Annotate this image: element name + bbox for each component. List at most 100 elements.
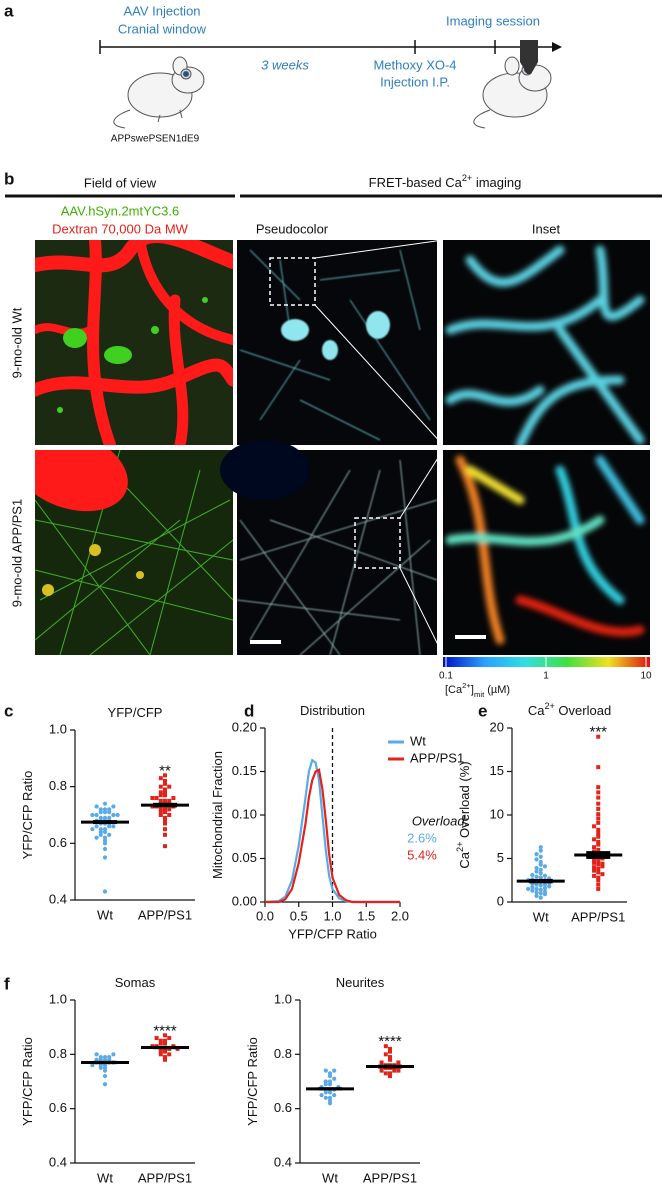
data-point — [596, 878, 601, 883]
data-point — [150, 796, 155, 800]
legend-label: APP/PS1 — [410, 750, 464, 765]
x-axis-label: YFP/CFP Ratio — [288, 926, 377, 941]
data-point — [538, 867, 543, 872]
data-point — [383, 1052, 388, 1057]
colorbar-tick-label: 10 — [640, 671, 652, 682]
timeline — [99, 40, 562, 54]
data-point — [94, 1052, 99, 1057]
x-tick-label: APP/PS1 — [138, 907, 192, 922]
y-tick-label: 0.6 — [49, 835, 67, 850]
data-point — [534, 857, 539, 862]
data-point — [538, 845, 543, 850]
significance: **** — [153, 1022, 177, 1039]
data-point — [98, 807, 103, 812]
data-point — [379, 1068, 384, 1073]
data-point — [534, 865, 539, 871]
data-point — [167, 1036, 172, 1041]
data-point — [163, 1057, 167, 1062]
data-point — [596, 816, 601, 821]
data-point — [332, 1092, 337, 1098]
y-axis-label: YFP/CFP Ratio — [245, 1037, 260, 1126]
data-point — [530, 872, 535, 878]
data-point — [327, 1095, 333, 1100]
data-point — [538, 891, 543, 896]
mouse-icon — [473, 56, 552, 129]
data-point — [596, 834, 601, 839]
data-point — [332, 1068, 337, 1073]
step-label: Methoxy XO-4 — [373, 57, 456, 72]
data-point — [90, 1063, 95, 1068]
data-point — [98, 827, 103, 832]
x-tick-label: APP/PS1 — [571, 909, 625, 924]
y-tick-label: 5 — [497, 850, 504, 865]
data-point — [323, 1095, 328, 1100]
data-point — [592, 873, 597, 878]
data-point — [163, 773, 167, 778]
data-point — [163, 1038, 167, 1043]
data-point — [102, 807, 108, 812]
data-point — [111, 804, 116, 809]
data-point — [107, 815, 112, 820]
data-point — [396, 1060, 401, 1065]
data-point — [592, 865, 597, 870]
data-point — [115, 812, 120, 818]
data-point — [163, 779, 167, 783]
data-point — [592, 824, 597, 829]
data-point — [158, 1049, 163, 1054]
panel-label: e — [478, 701, 487, 720]
data-point — [171, 796, 176, 800]
data-point — [107, 832, 112, 837]
data-point — [163, 1049, 167, 1054]
data-point — [596, 790, 601, 795]
data-point — [163, 844, 167, 849]
data-point — [534, 874, 539, 879]
text-part: YFP/CFP Ratio — [20, 1037, 35, 1126]
data-point — [542, 864, 548, 869]
panel-label: a — [4, 1, 14, 20]
data-point — [163, 1041, 167, 1046]
data-point — [538, 848, 543, 853]
data-point — [538, 854, 543, 859]
micrograph — [443, 450, 650, 655]
data-point — [158, 1052, 163, 1057]
colorbar-tick-label: 0.1 — [439, 671, 453, 682]
data-point — [94, 812, 99, 818]
data-point — [107, 1054, 112, 1060]
data-point — [596, 812, 601, 817]
data-point — [102, 1073, 108, 1079]
channel-label: AAV.hSyn.2mtYC3.6 — [61, 203, 180, 218]
annotation: Overload: — [412, 813, 469, 828]
data-point — [600, 872, 605, 877]
colorbar-tick-label: 1 — [543, 671, 549, 682]
data-point — [158, 784, 163, 789]
x-tick-label: 1.0 — [323, 908, 341, 923]
text-part: Neurites — [336, 975, 385, 990]
chart-title: YFP/CFP — [108, 705, 163, 720]
x-tick-label: Wt — [97, 1170, 113, 1185]
data-point — [163, 787, 167, 792]
y-tick-label: 10 — [490, 806, 504, 821]
data-point — [542, 885, 548, 891]
y-tick-label: 0.10 — [232, 806, 257, 821]
data-point — [592, 868, 597, 873]
data-point — [158, 1041, 163, 1046]
data-point — [163, 790, 167, 795]
data-point — [596, 839, 601, 844]
data-point — [542, 873, 548, 879]
data-point — [534, 893, 539, 899]
data-point — [383, 1044, 388, 1049]
text-part: YFP/CFP — [108, 705, 163, 720]
data-point — [538, 887, 543, 892]
data-point — [163, 798, 167, 803]
x-tick-label: 0.0 — [256, 908, 274, 923]
text-part: Overload (%) — [457, 761, 472, 841]
significance: ** — [159, 762, 171, 779]
data-point — [383, 1071, 388, 1076]
y-tick-label: 0.05 — [232, 850, 257, 865]
panel-label: c — [4, 701, 13, 720]
text-part: 2+ — [544, 701, 554, 711]
data-point — [332, 1076, 337, 1081]
significance: *** — [589, 724, 607, 741]
data-point — [102, 1063, 108, 1068]
